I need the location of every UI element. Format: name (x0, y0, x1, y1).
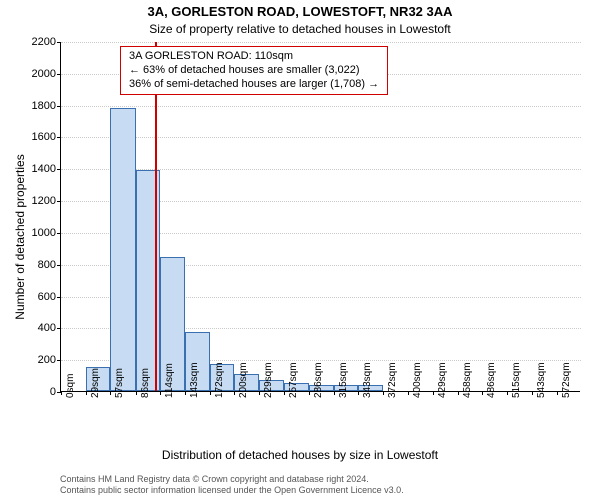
annotation-line: 36% of semi-detached houses are larger (… (129, 78, 379, 92)
y-tick-label: 0 (21, 386, 56, 398)
x-tick-label: 57sqm (114, 338, 125, 398)
x-tick-label: 543sqm (536, 338, 547, 398)
x-tick-label: 400sqm (412, 338, 423, 398)
x-tick-mark (433, 391, 434, 395)
x-tick-mark (408, 391, 409, 395)
gridline (61, 137, 581, 138)
x-tick-label: 572sqm (561, 338, 572, 398)
x-tick-label: 429sqm (437, 338, 448, 398)
footer-line-1: Contains HM Land Registry data © Crown c… (60, 474, 580, 485)
x-axis-label: Distribution of detached houses by size … (0, 448, 600, 462)
gridline (61, 106, 581, 107)
y-tick-mark (57, 201, 61, 202)
x-tick-label: 372sqm (387, 338, 398, 398)
x-tick-label: 515sqm (511, 338, 522, 398)
x-tick-label: 486sqm (486, 338, 497, 398)
x-tick-label: 143sqm (189, 338, 200, 398)
footer-line-2: Contains public sector information licen… (60, 485, 580, 496)
y-tick-label: 2000 (21, 68, 56, 80)
x-tick-mark (334, 391, 335, 395)
y-tick-mark (57, 106, 61, 107)
y-tick-label: 600 (21, 291, 56, 303)
x-tick-label: 0sqm (65, 338, 76, 398)
y-tick-label: 1800 (21, 100, 56, 112)
x-tick-mark (458, 391, 459, 395)
y-tick-mark (57, 233, 61, 234)
x-tick-mark (532, 391, 533, 395)
x-tick-mark (259, 391, 260, 395)
y-tick-label: 200 (21, 354, 56, 366)
x-tick-mark (309, 391, 310, 395)
x-tick-mark (185, 391, 186, 395)
x-tick-label: 200sqm (238, 338, 249, 398)
x-tick-label: 86sqm (140, 338, 151, 398)
y-tick-label: 400 (21, 322, 56, 334)
y-tick-mark (57, 74, 61, 75)
x-tick-mark (136, 391, 137, 395)
x-tick-mark (482, 391, 483, 395)
x-tick-mark (110, 391, 111, 395)
x-tick-mark (284, 391, 285, 395)
annotation-box: 3A GORLESTON ROAD: 110sqm← 63% of detach… (120, 46, 388, 95)
y-tick-label: 1000 (21, 227, 56, 239)
y-tick-label: 1600 (21, 131, 56, 143)
x-tick-mark (507, 391, 508, 395)
y-tick-mark (57, 137, 61, 138)
y-tick-label: 1200 (21, 195, 56, 207)
x-tick-mark (234, 391, 235, 395)
x-tick-label: 343sqm (362, 338, 373, 398)
x-tick-label: 114sqm (164, 338, 175, 398)
x-tick-mark (557, 391, 558, 395)
y-tick-mark (57, 169, 61, 170)
y-tick-mark (57, 328, 61, 329)
x-tick-mark (383, 391, 384, 395)
y-tick-label: 800 (21, 259, 56, 271)
x-tick-label: 172sqm (214, 338, 225, 398)
y-tick-mark (57, 42, 61, 43)
gridline (61, 42, 581, 43)
x-tick-label: 29sqm (90, 338, 101, 398)
page-root: 3A, GORLESTON ROAD, LOWESTOFT, NR32 3AA … (0, 0, 600, 500)
x-tick-mark (61, 391, 62, 395)
chart-title: 3A, GORLESTON ROAD, LOWESTOFT, NR32 3AA (0, 4, 600, 19)
x-tick-mark (160, 391, 161, 395)
x-tick-label: 458sqm (462, 338, 473, 398)
chart-subtitle: Size of property relative to detached ho… (0, 22, 600, 36)
y-tick-mark (57, 360, 61, 361)
y-tick-label: 2200 (21, 36, 56, 48)
footer-attribution: Contains HM Land Registry data © Crown c… (60, 474, 580, 496)
x-tick-mark (86, 391, 87, 395)
x-tick-label: 315sqm (338, 338, 349, 398)
y-tick-label: 1400 (21, 163, 56, 175)
x-tick-label: 257sqm (288, 338, 299, 398)
annotation-line: 3A GORLESTON ROAD: 110sqm (129, 50, 379, 64)
x-tick-label: 286sqm (313, 338, 324, 398)
x-tick-mark (210, 391, 211, 395)
x-tick-label: 229sqm (263, 338, 274, 398)
y-tick-mark (57, 265, 61, 266)
x-tick-mark (358, 391, 359, 395)
y-tick-mark (57, 297, 61, 298)
annotation-line: ← 63% of detached houses are smaller (3,… (129, 64, 379, 78)
